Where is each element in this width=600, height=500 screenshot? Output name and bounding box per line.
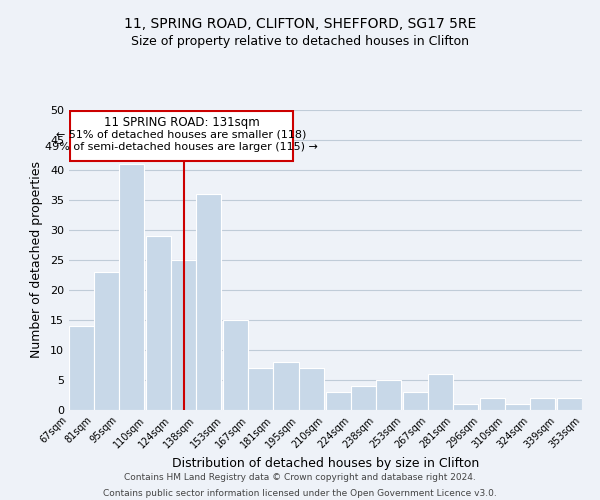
Bar	[325, 392, 350, 410]
Bar	[480, 398, 505, 410]
Bar	[69, 326, 94, 410]
Bar	[376, 380, 401, 410]
Bar	[119, 164, 145, 410]
X-axis label: Distribution of detached houses by size in Clifton: Distribution of detached houses by size …	[172, 456, 479, 469]
Bar	[223, 320, 248, 410]
Bar	[557, 398, 582, 410]
Bar	[350, 386, 376, 410]
Bar	[428, 374, 453, 410]
Bar	[196, 194, 221, 410]
Text: Size of property relative to detached houses in Clifton: Size of property relative to detached ho…	[131, 35, 469, 48]
Text: 11 SPRING ROAD: 131sqm: 11 SPRING ROAD: 131sqm	[104, 116, 259, 129]
Bar	[274, 362, 299, 410]
Bar	[299, 368, 324, 410]
Bar	[94, 272, 119, 410]
Bar	[171, 260, 196, 410]
Bar	[403, 392, 428, 410]
Bar	[453, 404, 478, 410]
Text: ← 51% of detached houses are smaller (118): ← 51% of detached houses are smaller (11…	[56, 129, 307, 139]
Text: 11, SPRING ROAD, CLIFTON, SHEFFORD, SG17 5RE: 11, SPRING ROAD, CLIFTON, SHEFFORD, SG17…	[124, 18, 476, 32]
Text: Contains HM Land Registry data © Crown copyright and database right 2024.: Contains HM Land Registry data © Crown c…	[124, 472, 476, 482]
Bar	[505, 404, 530, 410]
Bar	[530, 398, 555, 410]
Text: 49% of semi-detached houses are larger (115) →: 49% of semi-detached houses are larger (…	[45, 142, 318, 152]
Bar	[146, 236, 171, 410]
Text: Contains public sector information licensed under the Open Government Licence v3: Contains public sector information licen…	[103, 489, 497, 498]
Bar	[248, 368, 274, 410]
Y-axis label: Number of detached properties: Number of detached properties	[30, 162, 43, 358]
FancyBboxPatch shape	[70, 111, 293, 161]
